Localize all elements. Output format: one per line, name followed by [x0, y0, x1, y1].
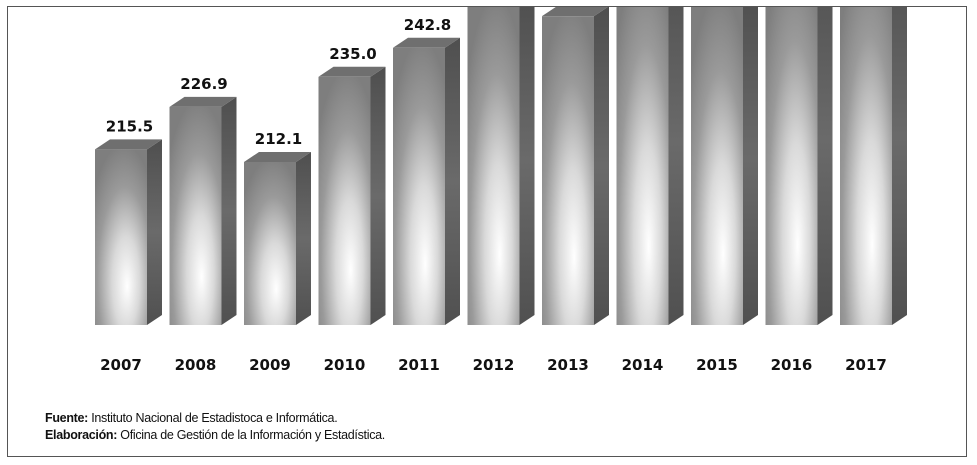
- bar-front: [244, 161, 296, 325]
- bar-2008: 226.9 2008: [169, 75, 237, 374]
- bar-side: [668, 7, 684, 325]
- x-tick-label: 2010: [324, 356, 366, 374]
- x-tick-label: 2015: [696, 356, 738, 374]
- bar-top: [244, 151, 311, 162]
- bar-side: [221, 96, 237, 325]
- credit-label: Elaboración:: [45, 428, 118, 442]
- bar-2016: 265.42016: [765, 7, 833, 374]
- bar-side: [519, 7, 535, 325]
- bar-top: [318, 66, 386, 77]
- bar-front: [467, 7, 520, 326]
- chart-frame: 215.5 2007 226.9 2008 212.1 2009 235.0 2010 242.…: [7, 6, 967, 457]
- source-text: Instituto Nacional de Estadistoca e Info…: [88, 411, 338, 425]
- bar-front: [616, 7, 669, 326]
- bar-2014: 264.02014: [616, 7, 684, 374]
- source-note: Fuente: Instituto Nacional de Estadistoc…: [45, 410, 385, 427]
- bar-front: [95, 149, 147, 325]
- x-tick-label: 2013: [547, 356, 589, 374]
- source-label: Fuente:: [45, 411, 89, 425]
- x-tick-label: 2014: [622, 356, 664, 374]
- data-label: 212.1: [255, 130, 302, 148]
- x-tick-label: 2008: [175, 356, 217, 374]
- data-label: 215.5: [106, 117, 153, 135]
- bar-chart: 215.5 2007 226.9 2008 212.1 2009 235.0 2010 242.…: [95, 7, 907, 374]
- bar-2017: 267.02017: [840, 7, 907, 374]
- data-label: 226.9: [180, 75, 227, 93]
- bar-2009: 212.1 2009: [244, 130, 311, 374]
- credit-text: Oficina de Gestión de la Información y E…: [117, 428, 385, 442]
- bar-front: [542, 16, 594, 325]
- bar-side: [147, 139, 162, 325]
- x-tick-label: 2017: [845, 356, 887, 374]
- bar-side: [445, 37, 460, 326]
- bar-side: [370, 66, 386, 326]
- bar-side: [817, 7, 833, 325]
- bar-front: [840, 7, 892, 325]
- x-tick-label: 2007: [100, 356, 142, 374]
- bar-2010: 235.0 2010: [318, 45, 386, 374]
- bar-side: [743, 7, 758, 325]
- bar-top: [542, 7, 608, 17]
- bar-2015: 254.92015: [691, 7, 758, 374]
- bar-2007: 215.5 2007: [95, 117, 162, 374]
- credit-note: Elaboración: Oficina de Gestión de la In…: [45, 427, 385, 444]
- bar-side: [892, 7, 907, 325]
- bar-front: [393, 47, 445, 326]
- x-tick-label: 2011: [398, 356, 440, 374]
- bar-2013: 251.32013: [542, 7, 609, 374]
- bar-side: [594, 7, 609, 325]
- bar-top: [393, 37, 460, 48]
- x-tick-label: 2012: [473, 356, 515, 374]
- bar-2011: 242.8 2011: [393, 16, 460, 374]
- x-tick-label: 2016: [771, 356, 813, 374]
- bar-front: [765, 7, 818, 325]
- bar-front: [318, 76, 371, 325]
- footnotes: Fuente: Instituto Nacional de Estadistoc…: [45, 410, 385, 444]
- x-tick-label: 2009: [249, 356, 291, 374]
- bar-top: [95, 139, 162, 150]
- bar-top: [169, 96, 237, 107]
- data-label: 242.8: [404, 16, 451, 34]
- bar-front: [169, 106, 222, 325]
- data-label: 235.0: [329, 45, 376, 63]
- bars-group: 215.5 2007 226.9 2008 212.1 2009 235.0 2010 242.…: [95, 7, 907, 374]
- bar-front: [691, 7, 743, 325]
- bar-side: [296, 151, 311, 325]
